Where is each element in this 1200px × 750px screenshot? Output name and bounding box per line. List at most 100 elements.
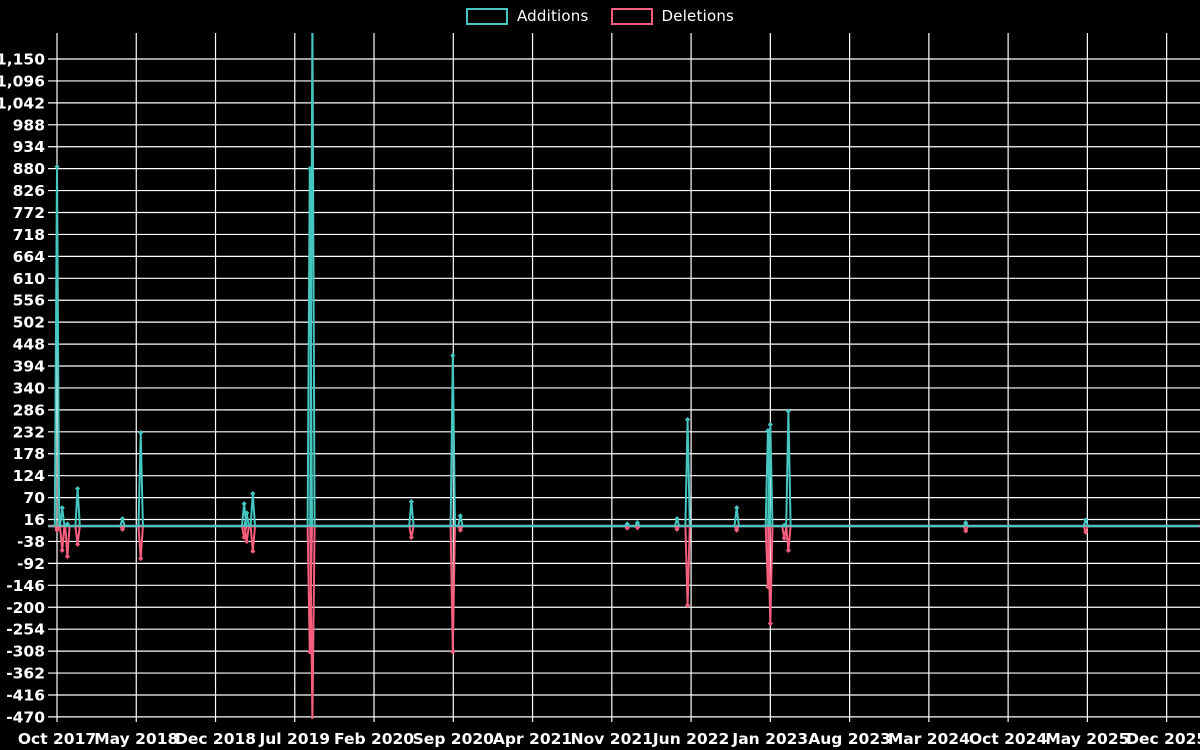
deletions-point-marker bbox=[250, 548, 256, 554]
y-tick-label: 178 bbox=[13, 445, 45, 463]
deletions-point-marker bbox=[138, 555, 144, 562]
additions-point-marker bbox=[244, 510, 250, 516]
horizontal-gridlines bbox=[48, 58, 1200, 718]
additions-point-marker bbox=[241, 501, 247, 507]
deletions-point-marker bbox=[54, 527, 60, 533]
y-tick-label: 718 bbox=[13, 226, 45, 244]
series-lines bbox=[48, 33, 1200, 719]
y-tick-label: -362 bbox=[6, 665, 45, 683]
additions-point-marker bbox=[59, 505, 65, 511]
x-tick-label: Oct 2017 bbox=[18, 730, 96, 748]
deletions-point-marker bbox=[963, 528, 969, 534]
y-axis-labels: 1,150 1,096 1,042 988 934 880 826 772 718 664 610 5… bbox=[0, 51, 45, 727]
vertical-gridlines bbox=[56, 33, 1168, 722]
x-tick-label: Mar 2024 bbox=[888, 730, 970, 748]
additions-point-marker bbox=[408, 499, 414, 505]
deletions-point-marker bbox=[75, 541, 81, 547]
x-tick-label: Nov 2021 bbox=[571, 730, 653, 748]
y-tick-label: 934 bbox=[13, 138, 46, 156]
y-tick-label: 286 bbox=[13, 401, 45, 419]
deletions-point-marker bbox=[457, 527, 463, 533]
y-tick-label: 448 bbox=[13, 336, 45, 354]
additions-point-marker bbox=[1083, 517, 1089, 523]
y-tick-label: 124 bbox=[13, 467, 46, 485]
additions-point-marker bbox=[457, 513, 463, 519]
x-tick-label: Oct 2024 bbox=[969, 730, 1048, 748]
legend-item-deletions[interactable]: Deletions bbox=[610, 7, 735, 25]
y-tick-label: 664 bbox=[13, 248, 46, 266]
deletions-point-marker bbox=[624, 525, 630, 531]
additions-point-marker bbox=[767, 421, 773, 428]
deletions-point-marker bbox=[244, 538, 250, 545]
additions-point-marker bbox=[963, 520, 969, 526]
additions-point-marker bbox=[674, 516, 680, 522]
deletions-point-marker bbox=[408, 534, 414, 540]
deletions-point-marker bbox=[311, 718, 314, 719]
deletions-point-marker bbox=[241, 534, 247, 540]
y-tick-label: 826 bbox=[13, 182, 45, 200]
additions-point-marker bbox=[785, 408, 791, 414]
y-tick-label: -38 bbox=[17, 533, 45, 551]
x-tick-label: Sep 2020 bbox=[413, 730, 495, 748]
y-tick-label: -92 bbox=[17, 555, 45, 573]
y-tick-label: 340 bbox=[13, 379, 46, 397]
additions-point-marker bbox=[734, 505, 740, 511]
deletions-point-marker bbox=[765, 584, 771, 590]
additions-point-marker bbox=[75, 486, 81, 492]
chart-legend: Additions Deletions bbox=[0, 7, 1200, 25]
additions-point-marker bbox=[138, 430, 144, 436]
x-tick-label: Jun 2022 bbox=[652, 730, 729, 748]
legend-label-deletions: Deletions bbox=[661, 7, 735, 25]
deletions-point-marker bbox=[1083, 529, 1089, 535]
deletions-swatch-icon bbox=[610, 7, 653, 25]
deletions-point-marker bbox=[119, 526, 126, 532]
y-tick-label: -416 bbox=[6, 686, 45, 704]
additions-point-marker bbox=[781, 522, 787, 528]
y-tick-label: 880 bbox=[13, 160, 46, 178]
y-tick-label: 1,096 bbox=[0, 72, 45, 90]
deletions-point-marker bbox=[785, 547, 791, 553]
deletions-point-marker bbox=[307, 649, 313, 655]
y-tick-label: -254 bbox=[6, 621, 45, 639]
deletions-point-marker bbox=[734, 527, 740, 533]
y-tick-label: 556 bbox=[13, 292, 45, 310]
additions-point-marker bbox=[250, 490, 256, 497]
deletions-line bbox=[53, 525, 1198, 719]
y-tick-label: 610 bbox=[13, 270, 46, 288]
x-tick-label: Jul 2019 bbox=[258, 730, 330, 748]
legend-item-additions[interactable]: Additions bbox=[465, 7, 589, 25]
y-tick-label: -200 bbox=[6, 599, 45, 617]
x-tick-label: Dec 2018 bbox=[175, 730, 256, 748]
additions-point-marker bbox=[684, 417, 691, 423]
y-tick-label: 772 bbox=[13, 204, 45, 222]
y-tick-label: 394 bbox=[13, 358, 46, 376]
additions-point-marker bbox=[64, 521, 71, 527]
x-tick-label: Dec 2025 bbox=[1126, 730, 1200, 748]
additions-point-marker bbox=[624, 521, 630, 527]
x-tick-label: May 2025 bbox=[1045, 730, 1129, 748]
additions-point-marker bbox=[54, 164, 60, 170]
y-tick-label: 16 bbox=[23, 511, 45, 529]
deletions-point-marker bbox=[767, 620, 773, 627]
y-tick-label: 232 bbox=[13, 423, 45, 441]
x-tick-label: May 2018 bbox=[94, 730, 178, 748]
y-tick-label: -308 bbox=[6, 643, 45, 661]
deletions-point-marker bbox=[684, 602, 691, 608]
y-tick-label: 502 bbox=[13, 314, 45, 332]
y-tick-label: -146 bbox=[6, 577, 45, 595]
additions-line bbox=[53, 33, 1198, 528]
x-tick-label: Jan 2023 bbox=[731, 730, 808, 748]
additions-point-marker bbox=[634, 520, 641, 526]
y-tick-label: 1,042 bbox=[0, 94, 45, 112]
deletions-point-marker bbox=[781, 535, 787, 541]
additions-point-marker bbox=[765, 427, 771, 434]
additions-point-marker bbox=[119, 516, 126, 522]
additions-point-marker bbox=[450, 352, 456, 359]
deletions-point-marker bbox=[450, 649, 456, 655]
x-tick-label: Apr 2021 bbox=[493, 730, 572, 748]
y-tick-label: 1,150 bbox=[0, 51, 45, 69]
x-tick-label: Aug 2023 bbox=[808, 730, 891, 748]
